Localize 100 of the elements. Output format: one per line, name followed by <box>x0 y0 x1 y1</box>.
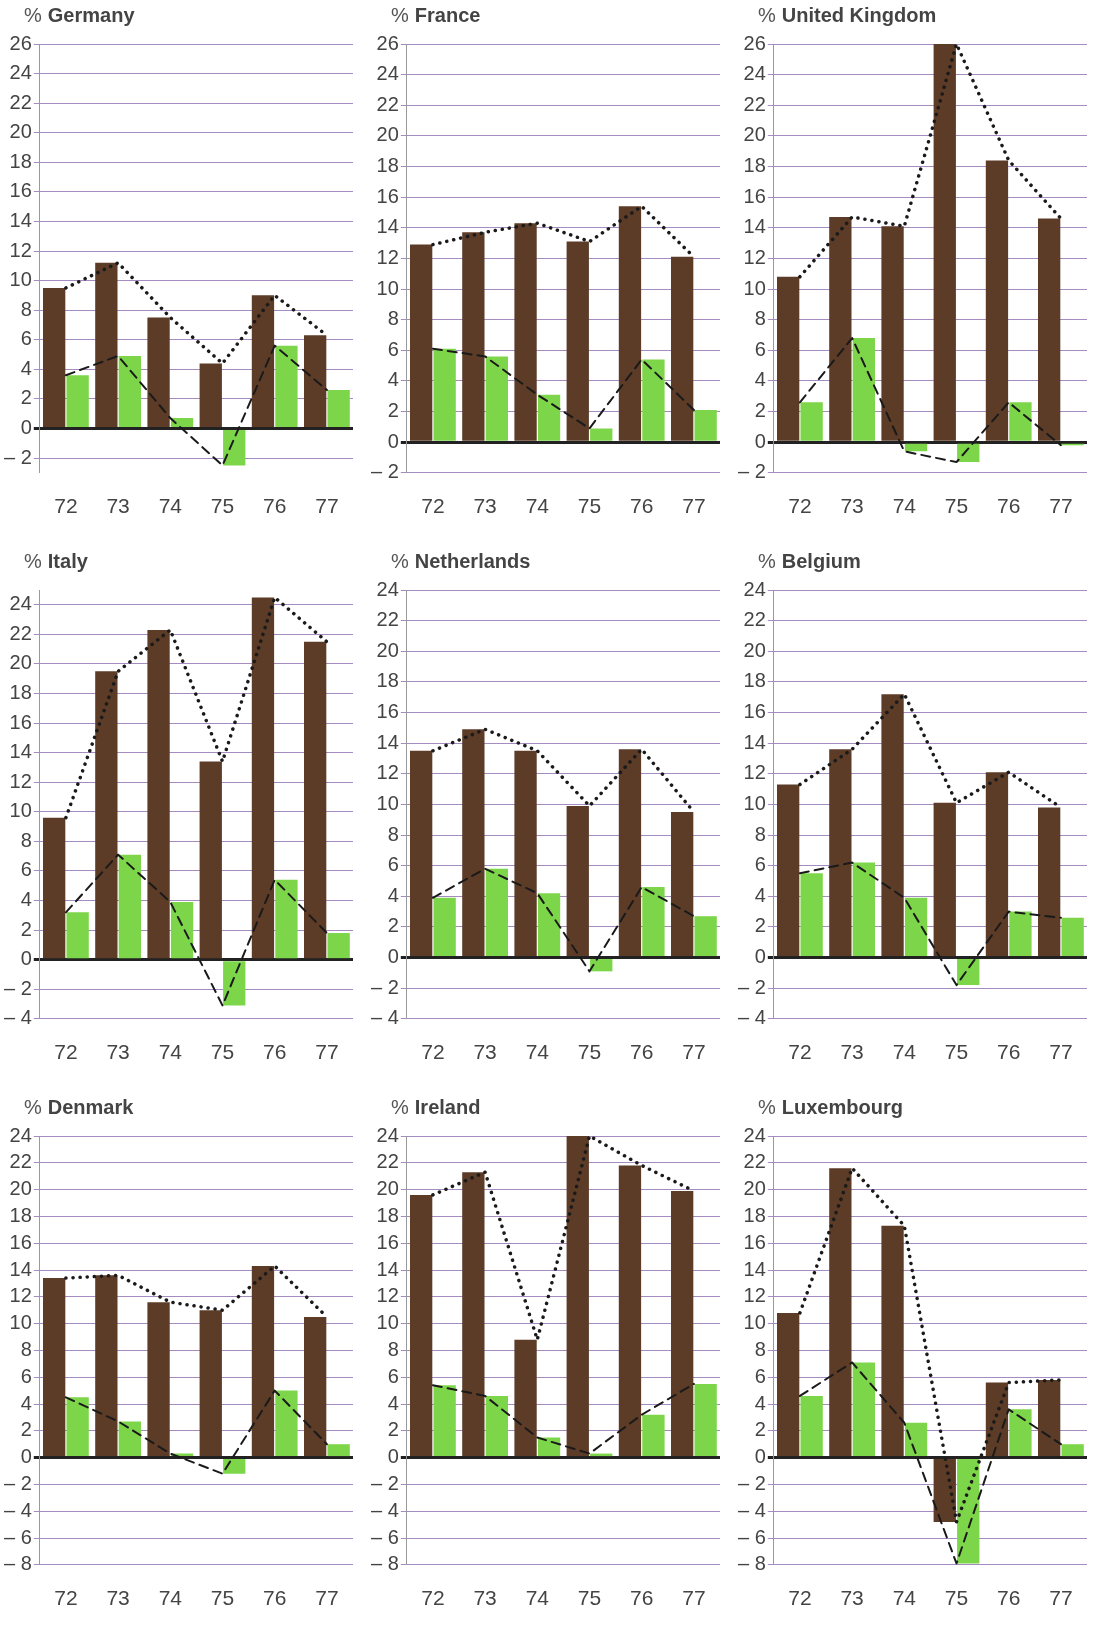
bar <box>147 1302 170 1457</box>
x-tick-label: 75 <box>577 1586 602 1610</box>
bar <box>852 338 876 441</box>
bar <box>275 345 298 427</box>
x-tick-label: 76 <box>630 1586 654 1610</box>
y-tick-label: 2 <box>754 914 766 937</box>
y-tick-label: 22 <box>9 90 32 113</box>
x-tick-label: 76 <box>630 1040 654 1064</box>
x-tick-label: 76 <box>630 494 654 518</box>
y-tick-label: 0 <box>754 945 766 968</box>
bar <box>410 1194 433 1457</box>
x-tick-label: 72 <box>788 494 812 518</box>
y-axis-title: % <box>24 4 42 26</box>
y-tick-label: 20 <box>743 638 766 661</box>
y-axis-title: % <box>391 550 409 572</box>
bar <box>462 729 485 957</box>
y-tick-label: 16 <box>9 1230 32 1253</box>
bar <box>671 256 694 441</box>
bar <box>118 355 142 427</box>
y-tick-label: 8 <box>754 1337 766 1360</box>
bar <box>223 1459 246 1474</box>
y-tick-label: – 4 <box>3 1006 32 1029</box>
bar <box>904 897 928 957</box>
x-tick-label: 75 <box>577 494 602 518</box>
y-tick-label: 14 <box>743 1257 766 1280</box>
x-tick-label: 77 <box>315 494 339 518</box>
bar <box>694 410 717 441</box>
y-tick-label: 8 <box>754 307 766 330</box>
bar <box>694 916 717 957</box>
y-tick-label: 18 <box>9 681 32 704</box>
x-tick-label: 77 <box>1049 494 1073 518</box>
y-tick-label: 16 <box>9 710 32 733</box>
y-tick-label: 22 <box>743 1150 766 1173</box>
x-tick-label: 76 <box>997 1040 1021 1064</box>
y-tick-label: 24 <box>743 1123 766 1146</box>
y-tick-label: – 6 <box>737 1525 766 1548</box>
x-tick-label: 75 <box>210 494 235 518</box>
bar <box>671 812 694 957</box>
bar <box>118 1421 142 1457</box>
y-tick-label: 22 <box>376 92 399 115</box>
x-tick-label: 77 <box>315 1040 339 1064</box>
y-tick-label: – 8 <box>3 1552 32 1575</box>
y-tick-label: – 4 <box>370 1006 399 1029</box>
x-tick-label: 74 <box>892 1586 917 1610</box>
bar <box>1038 1379 1061 1457</box>
y-tick-label: 8 <box>20 828 32 851</box>
bar <box>933 44 956 441</box>
bar <box>43 1278 66 1457</box>
bar <box>800 1395 823 1457</box>
bar <box>327 1444 350 1457</box>
y-axis-title: % <box>391 1096 409 1118</box>
x-tick-label: 72 <box>421 1586 445 1610</box>
y-tick-label: 22 <box>376 608 399 631</box>
y-tick-label: 2 <box>754 399 766 422</box>
chart-title: Ireland <box>414 1096 481 1118</box>
bar <box>410 244 433 441</box>
x-tick-label: 74 <box>525 494 550 518</box>
y-tick-label: 0 <box>754 429 766 452</box>
y-tick-label: 14 <box>376 215 399 238</box>
x-tick-label: 75 <box>944 1586 969 1610</box>
y-tick-label: 10 <box>9 1311 32 1334</box>
y-tick-label: 16 <box>376 1230 399 1253</box>
y-tick-label: 16 <box>743 184 766 207</box>
y-tick-label: 2 <box>20 1418 32 1441</box>
y-tick-label: 24 <box>9 61 32 84</box>
x-tick-label: 73 <box>840 1586 864 1610</box>
y-tick-label: 6 <box>387 853 399 876</box>
y-tick-label: – 6 <box>3 1525 32 1548</box>
bar <box>985 772 1009 957</box>
y-tick-label: 6 <box>20 858 32 881</box>
bar <box>304 1316 327 1457</box>
bar <box>199 363 222 427</box>
bar <box>485 356 509 441</box>
bar <box>199 761 222 959</box>
y-tick-label: 16 <box>743 700 766 723</box>
y-tick-label: 4 <box>387 883 399 906</box>
y-tick-label: 2 <box>387 1418 399 1441</box>
bar <box>777 1312 800 1457</box>
y-tick-label: – 2 <box>737 460 766 483</box>
bar <box>933 1459 956 1522</box>
bar <box>957 1459 980 1564</box>
y-tick-label: 0 <box>20 415 32 438</box>
bar <box>566 1136 589 1457</box>
y-tick-label: 20 <box>376 123 399 146</box>
y-axis-title: % <box>24 1096 42 1118</box>
y-tick-label: 0 <box>754 1445 766 1468</box>
bar <box>694 1383 717 1457</box>
y-tick-label: 20 <box>743 1177 766 1200</box>
x-tick-label: 73 <box>473 1040 497 1064</box>
y-tick-label: 10 <box>376 276 399 299</box>
y-tick-label: 0 <box>20 947 32 970</box>
bar <box>223 429 246 466</box>
bar <box>1061 1444 1084 1457</box>
y-tick-label: 8 <box>20 1337 32 1360</box>
bar <box>304 335 327 427</box>
bar <box>304 641 327 959</box>
bar <box>618 749 642 957</box>
bar <box>566 805 589 957</box>
x-tick-label: 74 <box>158 494 183 518</box>
y-tick-label: 14 <box>376 730 399 753</box>
